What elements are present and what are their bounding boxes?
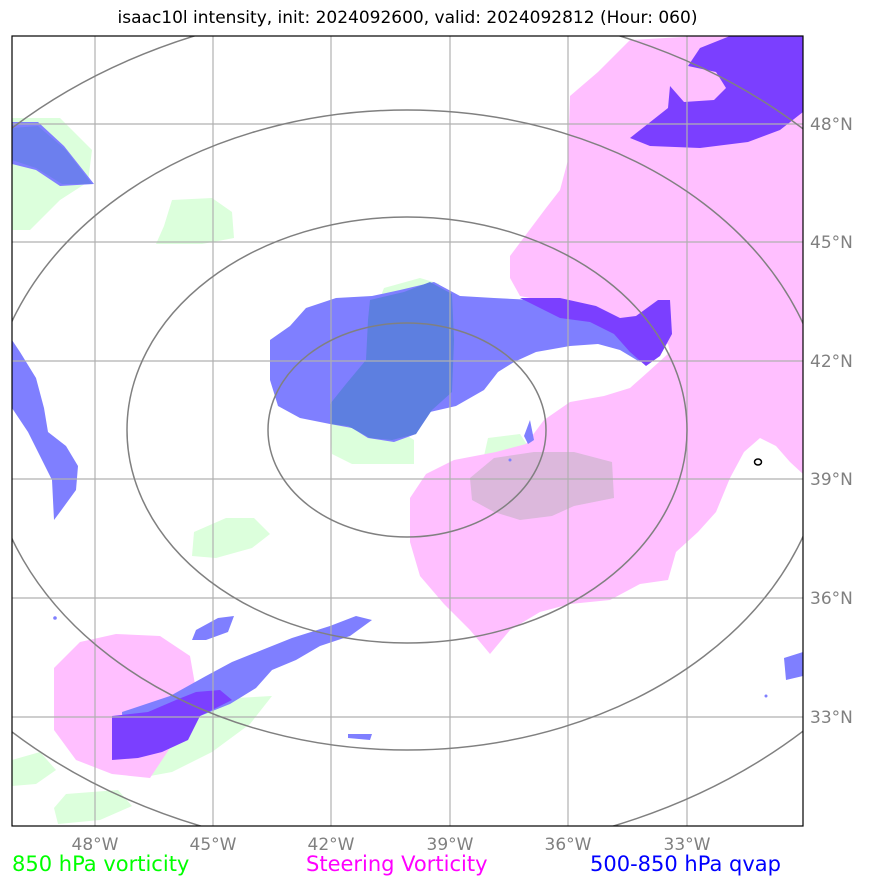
qvap-area bbox=[12, 340, 78, 520]
qvap-layer bbox=[12, 36, 803, 760]
map-layers bbox=[12, 36, 803, 826]
range-ring bbox=[12, 109, 803, 751]
lon-tick-label: 33°W bbox=[664, 835, 711, 855]
figure-title: isaac10l intensity, init: 2024092600, va… bbox=[117, 8, 698, 28]
legend-steering-vorticity: Steering Vorticity bbox=[306, 852, 488, 876]
range-ring bbox=[126, 216, 688, 644]
storm-marker bbox=[753, 458, 763, 466]
qvap-area bbox=[348, 734, 372, 740]
steering-vorticity-overlap bbox=[470, 452, 614, 520]
lon-tick-label: 36°W bbox=[545, 835, 592, 855]
steering-vorticity-layer bbox=[54, 36, 803, 778]
lat-tick-label: 42°N bbox=[810, 352, 853, 372]
qvap-area bbox=[520, 298, 672, 366]
lon-tick-label: 42°W bbox=[308, 835, 355, 855]
lon-tick-label: 48°W bbox=[72, 835, 119, 855]
lat-tick-label: 45°N bbox=[810, 233, 853, 253]
lat-tick-label: 39°N bbox=[810, 470, 853, 490]
small-qvap-dot bbox=[508, 458, 512, 462]
small-qvap-dot bbox=[764, 694, 768, 698]
lon-tick-label: 39°W bbox=[427, 835, 474, 855]
qvap-area bbox=[524, 420, 534, 444]
map-frame bbox=[11, 35, 804, 827]
qvap-area bbox=[630, 36, 803, 148]
legend-qvap: 500-850 hPa qvap bbox=[590, 852, 781, 876]
lon-tick-label: 45°W bbox=[190, 835, 237, 855]
lat-tick-labels: 48°N 45°N 42°N 39°N 36°N 33°N bbox=[810, 115, 853, 728]
vorticity-850-area bbox=[12, 752, 56, 786]
small-qvap-dot bbox=[53, 616, 57, 620]
lat-tick-label: 36°N bbox=[810, 589, 853, 609]
range-rings bbox=[12, 36, 803, 826]
gridlines bbox=[12, 36, 803, 826]
range-ring bbox=[267, 322, 547, 538]
vorticity-850-area bbox=[150, 696, 272, 776]
qvap-area bbox=[12, 126, 92, 184]
lon-tick-labels: 48°W 45°W 42°W 39°W 36°W 33°W bbox=[72, 835, 711, 855]
lat-tick-label: 48°N bbox=[810, 115, 853, 135]
vorticity-850-area bbox=[54, 790, 132, 824]
lat-tick-label: 33°N bbox=[810, 708, 853, 728]
qvap-area bbox=[112, 690, 232, 760]
vorticity-850-area bbox=[156, 198, 234, 244]
vorticity-850-area bbox=[192, 518, 270, 558]
qvap-area bbox=[784, 652, 803, 680]
legend-850-hpa-vorticity: 850 hPa vorticity bbox=[12, 852, 190, 876]
